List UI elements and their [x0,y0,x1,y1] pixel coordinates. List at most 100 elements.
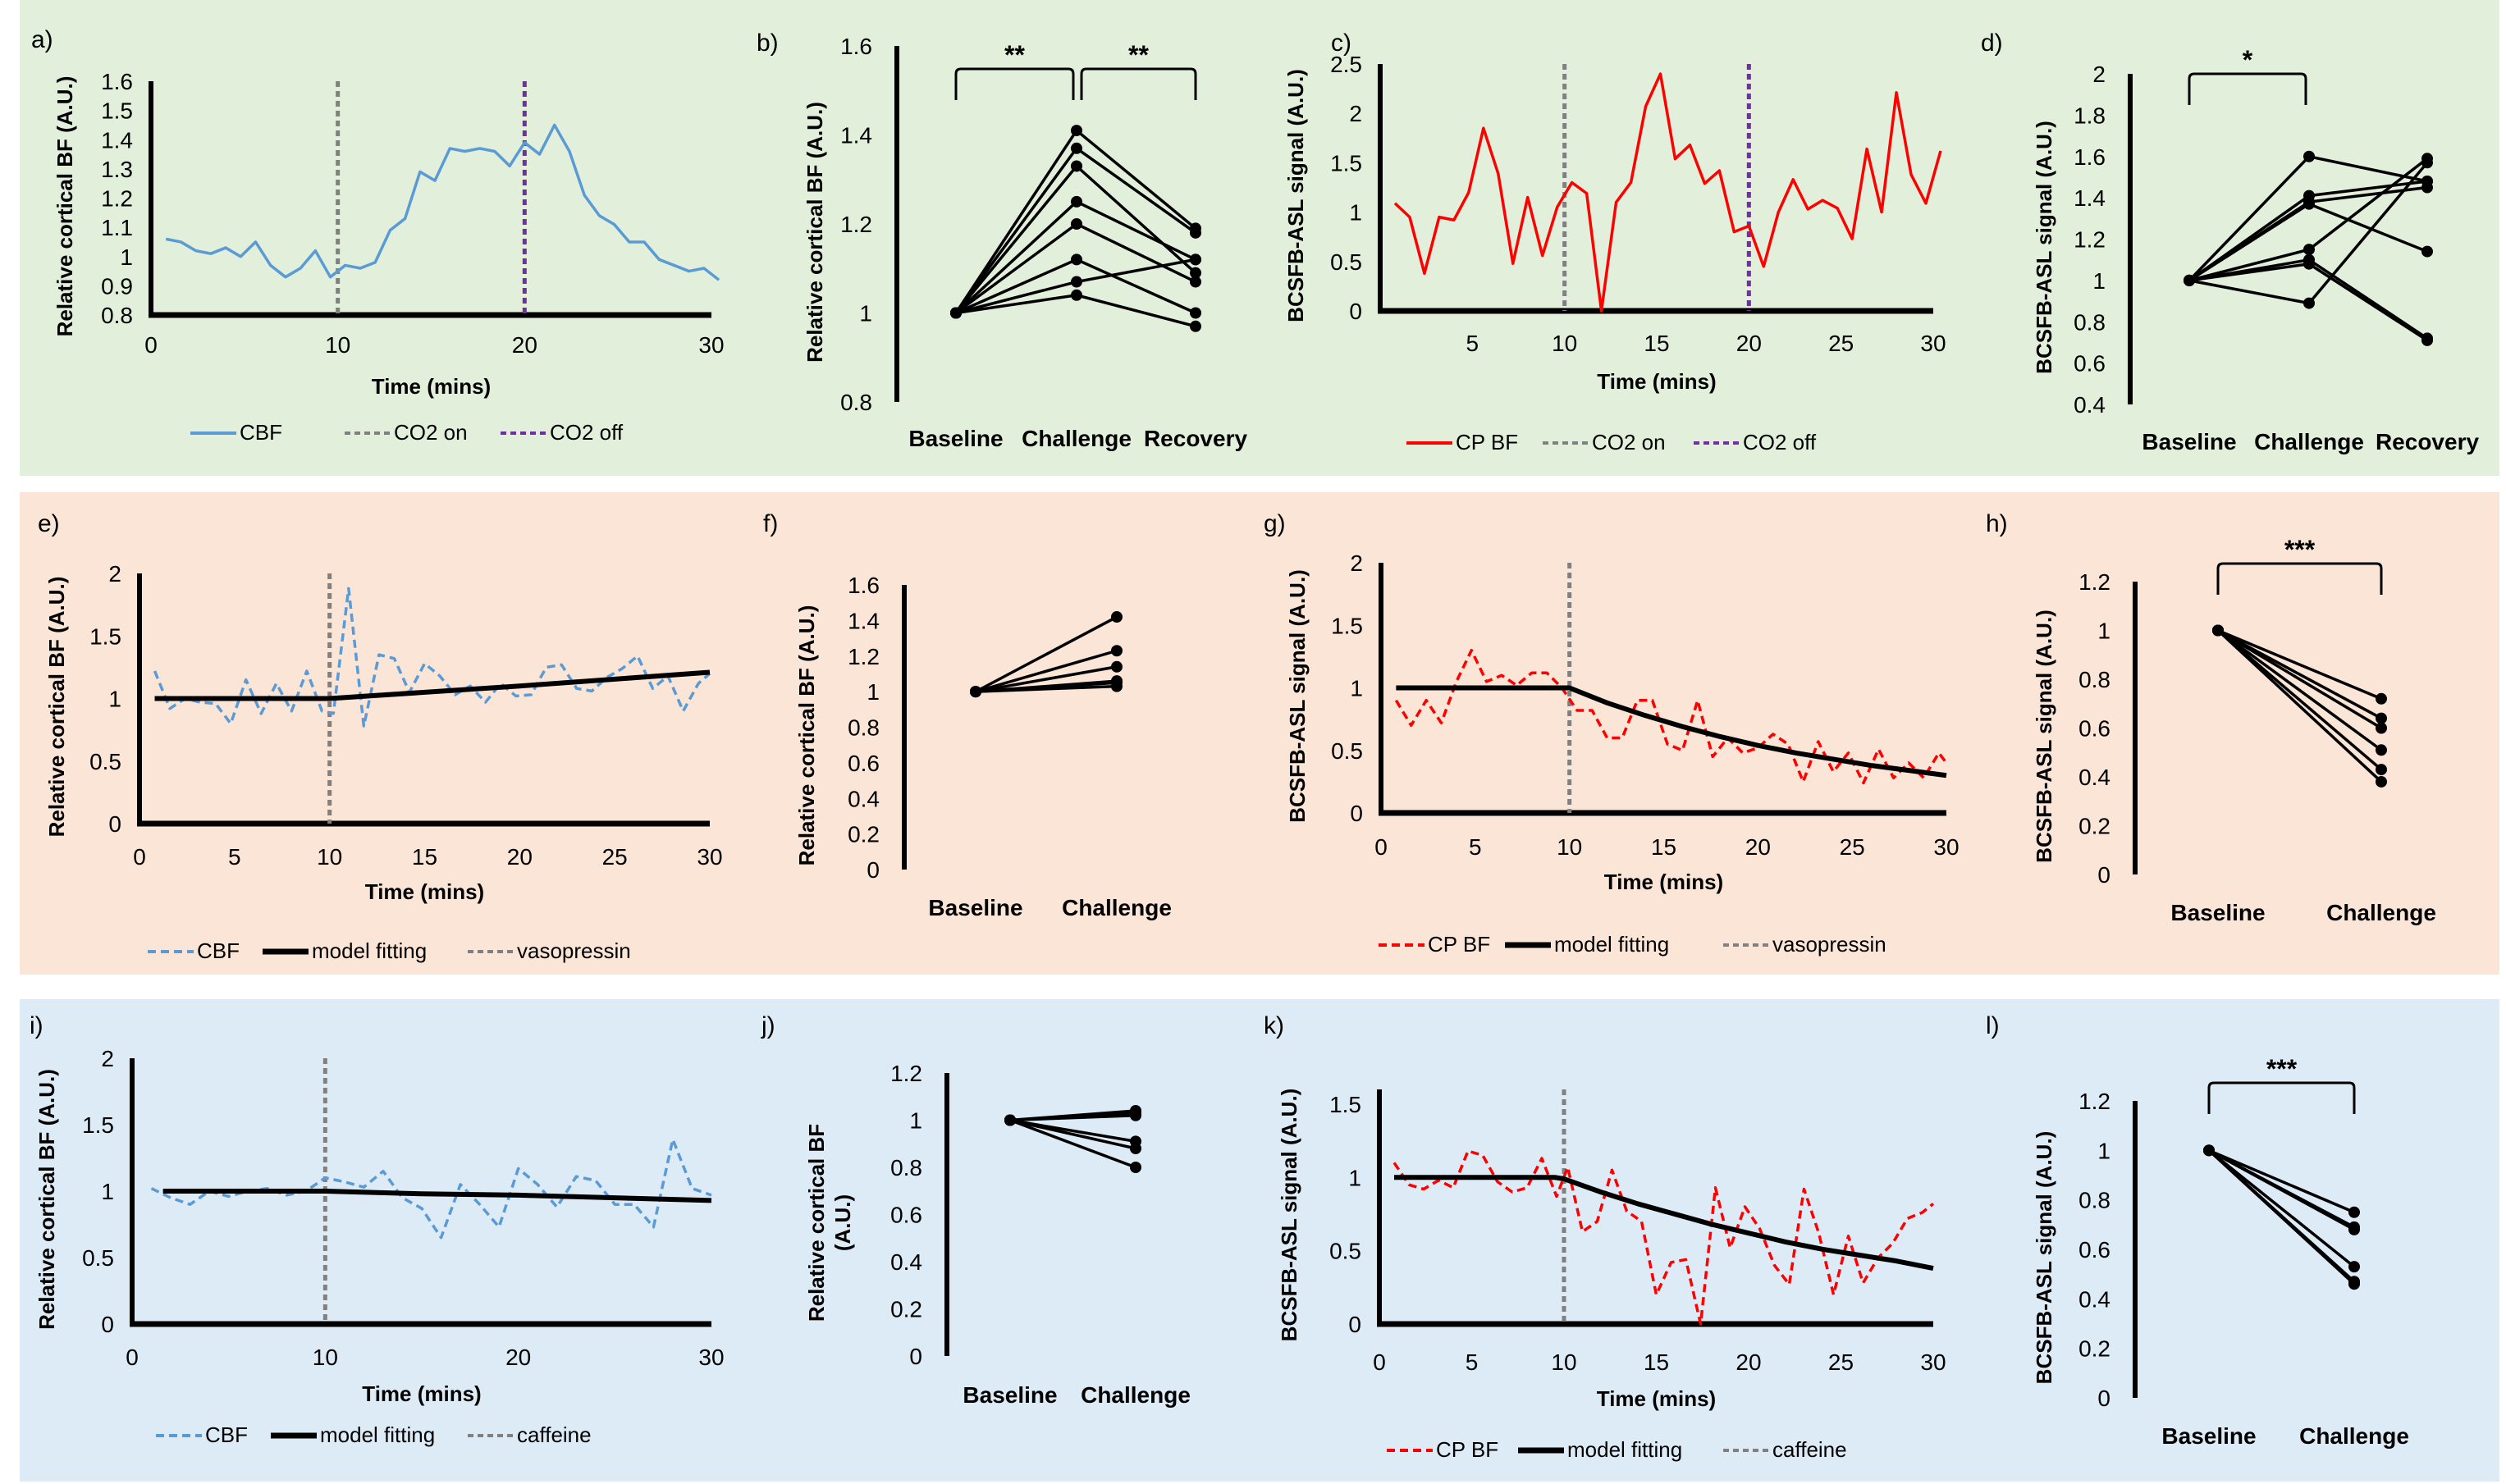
subject-line [1009,1118,1136,1150]
significance-bracket [2216,562,2383,595]
y-axis-label: Relative cortical BF (A.U.) [803,102,827,363]
y-tick-label: 1.5 [1329,1092,1361,1117]
y-axis-label: Relative cortical BF (A.U.) [44,577,69,838]
subject-trace [2184,157,2433,309]
x-tick-label: 5 [1466,331,1479,356]
subject-line [975,615,1118,693]
y-tick-label: 0.8 [2078,667,2110,692]
y-tick-label: 1.5 [101,98,133,124]
panel-row-co2 [20,0,2499,476]
x-axis-label: Time (mins) [1604,870,1723,894]
y-tick-label: 1 [2097,1138,2110,1163]
subject-line [2188,162,2429,305]
subject-line [2217,628,2382,701]
subject-trace [1004,1114,1141,1173]
data-point [2348,1278,2360,1290]
legend-entry: model fitting [1554,932,1669,957]
chart-panel-h: h) 0 0.2 0.4 0.6 0.8 1 1.2 Baseline Challenge BCSF… [1986,510,2436,925]
category-label: Challenge [1022,426,1132,451]
y-tick-label: 0.8 [840,390,872,415]
legend-entry: caffeine [517,1422,592,1447]
x-tick-label: 0 [133,844,146,870]
legend-entry: CP BF [1436,1437,1498,1462]
subject-line [975,684,1118,693]
legend-entry: CO2 off [1743,430,1817,454]
category-label: Challenge [2299,1423,2409,1449]
y-tick-label: 0.4 [2078,1286,2110,1312]
x-tick-label: 20 [1736,331,1762,356]
panel-label: g) [1264,510,1286,537]
y-tick-label: 1 [2097,619,2110,644]
subject-line [2216,629,2383,771]
subject-trace [2212,624,2387,788]
data-point [2421,157,2433,169]
series-line-model-fitting [154,669,711,701]
category-label: Baseline [2161,1423,2256,1449]
significance-stars: *** [2284,535,2316,564]
y-axis-label: BCSFB-ASL signal (A.U.) [2032,610,2056,863]
category-label: Baseline [928,895,1022,920]
legend-entry: CO2 on [1592,430,1666,454]
legend-entry: caffeine [1772,1437,1847,1462]
significance-stars: ** [1004,40,1025,70]
y-tick-label: 0.6 [848,751,880,776]
y-tick-label: 0 [1348,1312,1361,1337]
category-label: Challenge [2254,429,2364,454]
y-tick-label: 1.4 [2074,185,2106,211]
subject-line [2216,629,2383,751]
subject-line [975,649,1118,693]
significance-bracket [2188,72,2307,105]
x-tick-label: 20 [1735,1349,1761,1375]
x-tick-label: 25 [1828,331,1854,356]
x-tick-label: 30 [697,844,722,870]
category-label: Challenge [2326,900,2436,925]
data-point [1190,276,1201,288]
x-tick-label: 10 [1552,331,1577,356]
y-tick-label: 1.3 [101,157,133,182]
y-tick-label: 2 [101,1046,114,1071]
subject-trace [970,680,1123,698]
y-tick-label: 2 [1349,101,1362,126]
subject-trace [2203,1144,2360,1273]
y-tick-label: 1.4 [840,123,872,148]
y-axis-label: Relative cortical BF (A.U.) [34,1069,59,1330]
series-line-model-fitting [1394,1175,1934,1272]
data-point [1071,125,1082,137]
y-tick-label: 0.4 [890,1249,922,1275]
y-axis-label: Relative cortical BF(A.U.) [804,1124,855,1322]
subject-trace [2212,624,2387,776]
panel-label: e) [38,510,60,537]
y-tick-label: 1 [909,1108,922,1134]
data-point [1111,680,1123,692]
x-tick-label: 10 [1557,834,1582,860]
x-tick-label: 15 [1644,331,1669,356]
y-tick-label: 0.5 [1329,1239,1361,1264]
subject-trace [2212,624,2387,705]
x-tick-label: 30 [698,1345,724,1370]
subject-line [975,665,1118,693]
y-tick-label: 1.2 [2078,1089,2110,1114]
y-tick-label: 0.4 [848,786,880,811]
legend-entry: CBF [205,1422,248,1447]
y-tick-label: 0.8 [890,1155,922,1180]
y-tick-label: 1.5 [1330,150,1362,176]
x-axis-label: Time (mins) [365,879,484,904]
x-tick-label: 5 [1469,834,1482,860]
y-tick-label: 1.6 [848,573,880,598]
y-tick-label: 0 [2097,1386,2110,1411]
data-point [2376,692,2387,705]
y-tick-label: 0.5 [89,749,121,774]
y-axis-label: Relative cortical BF (A.U.) [53,76,77,337]
y-tick-label: 0.5 [1331,738,1363,764]
y-tick-label: 1.6 [101,69,133,94]
subject-line [2207,1149,2356,1285]
chart-panel-d: d) 0.4 0.6 0.8 1 1.2 1.4 1.6 1.8 2 Baseline Challen… [1981,30,2479,454]
y-tick-label: 0.5 [82,1245,114,1271]
legend-entry: vasopressin [1772,932,1886,957]
significance-bracket [1080,67,1197,100]
chart-panel-k: k) 0 0.5 1 1.5 0 5 10 15 20 25 30 Time (mins) BCSFB-A… [1264,1012,1946,1462]
panel-label: i) [30,1012,43,1039]
y-tick-label: 0.9 [101,273,133,299]
y-tick-label: 0 [101,1312,114,1337]
